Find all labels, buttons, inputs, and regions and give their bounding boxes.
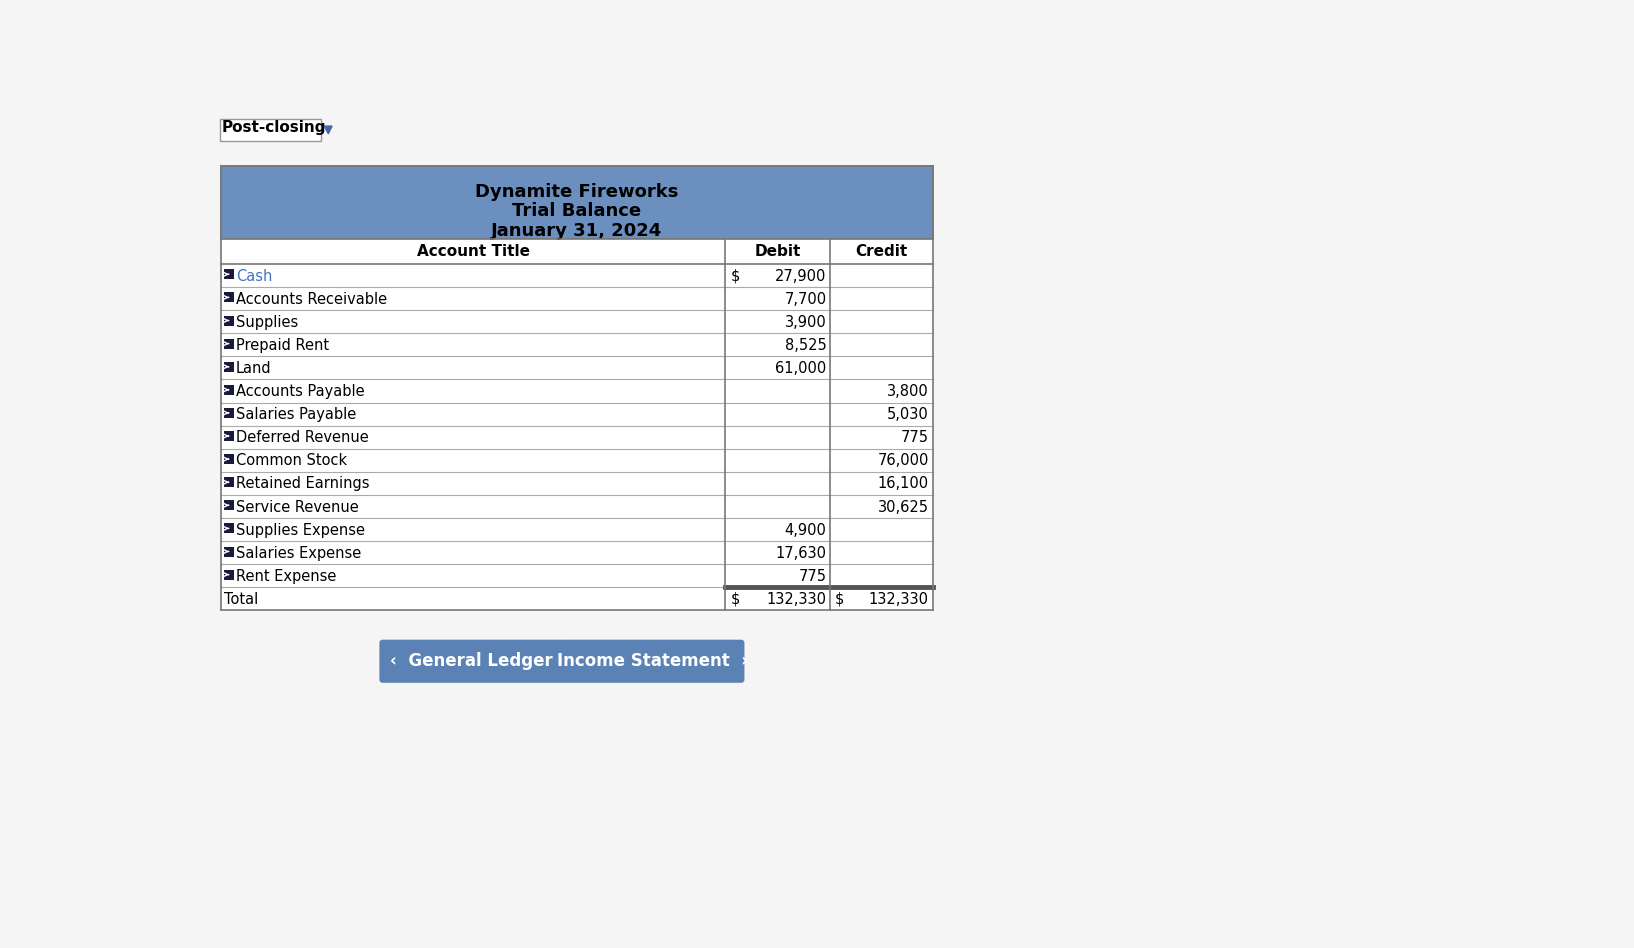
Bar [224,501,234,510]
Text: ‹  General Ledger: ‹ General Ledger [391,652,552,670]
Text: Common Stock: Common Stock [235,453,346,468]
Text: Deferred Revenue: Deferred Revenue [235,430,369,446]
Bar [224,269,234,280]
Text: Salaries Payable: Salaries Payable [235,407,356,422]
Text: Accounts Payable: Accounts Payable [235,384,364,399]
Bar [224,385,234,394]
Text: Post-closing: Post-closing [221,119,325,135]
Bar [224,316,234,325]
Text: Salaries Expense: Salaries Expense [235,546,361,560]
Text: 76,000: 76,000 [877,453,928,468]
Text: 27,900: 27,900 [775,268,827,283]
Bar [221,518,933,541]
Text: Rent Expense: Rent Expense [235,569,337,584]
Text: 132,330: 132,330 [766,592,827,607]
Text: 4,900: 4,900 [784,522,827,538]
Text: Credit: Credit [856,244,909,259]
Text: Account Title: Account Title [417,244,529,259]
Text: 132,330: 132,330 [869,592,928,607]
Text: Dynamite Fireworks: Dynamite Fireworks [475,183,678,201]
Text: 8,525: 8,525 [784,337,827,353]
Bar [224,523,234,534]
Bar [221,541,933,564]
Text: 7,700: 7,700 [784,292,827,306]
Bar [221,588,933,611]
Text: Retained Earnings: Retained Earnings [235,477,369,491]
Bar [221,356,933,379]
Bar [221,448,933,472]
Bar [221,333,933,356]
Text: Trial Balance: Trial Balance [513,202,642,220]
Text: Income Statement  ›: Income Statement › [557,652,748,670]
Text: Land: Land [235,361,271,376]
Text: Prepaid Rent: Prepaid Rent [235,337,328,353]
Bar [224,362,234,372]
Bar [224,454,234,465]
FancyBboxPatch shape [560,640,745,683]
Text: 30,625: 30,625 [877,500,928,515]
Text: 5,030: 5,030 [887,407,928,422]
Text: $: $ [835,592,843,607]
Bar [224,431,234,441]
Text: $: $ [732,592,740,607]
Text: Supplies: Supplies [235,315,299,330]
Text: Total: Total [224,592,258,607]
Text: 61,000: 61,000 [775,361,827,376]
Bar [221,310,933,333]
Text: January 31, 2024: January 31, 2024 [492,222,663,240]
Bar [221,166,933,239]
Bar [224,477,234,487]
Bar [219,119,320,140]
Text: $: $ [732,268,740,283]
Bar [221,426,933,448]
Polygon shape [325,126,332,134]
Text: 16,100: 16,100 [877,477,928,491]
Text: 775: 775 [799,569,827,584]
Bar [221,403,933,426]
Text: 3,900: 3,900 [784,315,827,330]
Text: Service Revenue: Service Revenue [235,500,359,515]
Text: Cash: Cash [235,268,273,283]
Bar [221,264,933,287]
Bar [221,564,933,588]
Bar [224,292,234,302]
Bar [224,570,234,579]
Text: 17,630: 17,630 [776,546,827,560]
Bar [221,495,933,518]
Text: Debit: Debit [755,244,801,259]
Bar [224,546,234,556]
Text: Accounts Receivable: Accounts Receivable [235,292,387,306]
Bar [221,287,933,310]
Bar [224,408,234,418]
FancyBboxPatch shape [379,640,564,683]
Bar [224,338,234,349]
Bar [221,379,933,403]
Text: 775: 775 [900,430,928,446]
Bar [221,239,933,264]
Bar [221,472,933,495]
Text: 3,800: 3,800 [887,384,928,399]
Text: Supplies Expense: Supplies Expense [235,522,364,538]
